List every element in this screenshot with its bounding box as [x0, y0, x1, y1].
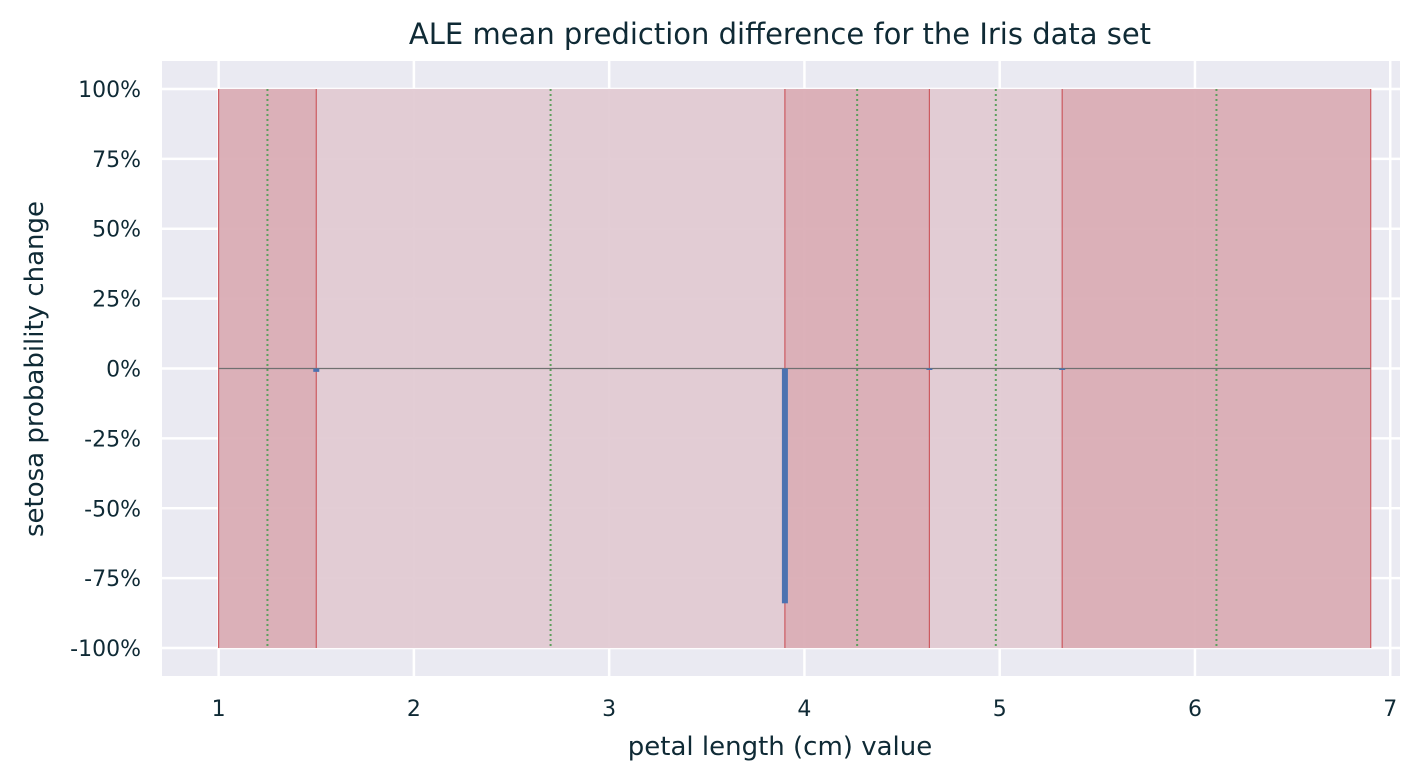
ale-bar [313, 368, 320, 372]
x-axis-label: petal length (cm) value [628, 732, 932, 762]
x-tick-label: 6 [1188, 697, 1202, 722]
ale-bar [1059, 368, 1066, 370]
ale-bars [313, 368, 1066, 604]
y-tick-label: -25% [84, 427, 141, 452]
x-tick-labels: 1 2 3 4 5 6 7 [212, 697, 1398, 722]
bin-center-lines [266, 88, 1218, 649]
x-tick-label: 3 [602, 697, 616, 722]
x-tick-label: 4 [797, 697, 811, 722]
y-tick-label: -50% [84, 497, 141, 522]
chart-title: ALE mean prediction difference for the I… [409, 17, 1151, 51]
x-tick-label: 5 [993, 697, 1007, 722]
x-tick-label: 1 [212, 697, 226, 722]
y-tick-label: 100% [78, 78, 141, 103]
x-tick-label: 2 [407, 697, 421, 722]
y-axis-label: setosa probability change [20, 201, 50, 537]
y-tick-label: 0% [106, 358, 141, 383]
ale-bar [926, 368, 933, 370]
y-tick-label: -75% [84, 567, 141, 592]
y-tick-label: -100% [70, 637, 141, 662]
ale-bar [781, 368, 788, 604]
y-tick-label: 75% [92, 148, 141, 173]
y-tick-labels: 100% 75% 50% 25% 0% -25% -50% -75% -100% [70, 78, 141, 662]
x-tick-label: 7 [1383, 697, 1397, 722]
y-tick-label: 50% [92, 218, 141, 243]
y-tick-label: 25% [92, 288, 141, 313]
